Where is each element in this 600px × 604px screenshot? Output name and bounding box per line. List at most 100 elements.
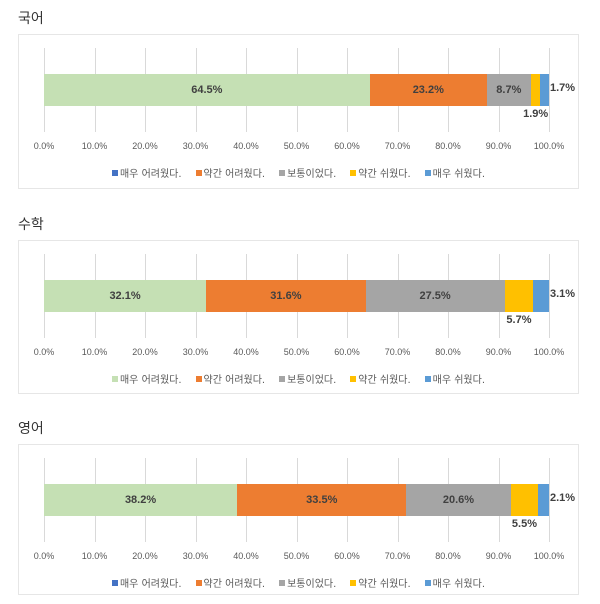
legend-swatch-icon	[279, 579, 286, 586]
legend-label: 보통이었다.	[287, 375, 337, 386]
plot-area: 38.2% 33.5% 20.6% 5.5% 2.1%	[44, 458, 575, 542]
legend-swatch-icon	[279, 169, 286, 176]
gridline	[549, 48, 550, 132]
seg-neutral: 8.7%	[486, 74, 531, 106]
x-axis-tick: 0.0%	[33, 347, 55, 357]
data-label: 23.2%	[412, 84, 444, 96]
legend-label: 약간 어려웠다.	[203, 579, 266, 590]
legend-swatch-icon	[350, 169, 357, 176]
x-axis-tick: 90.0%	[485, 347, 512, 357]
legend-item: 매우 어려웠다.	[111, 165, 182, 180]
legend-swatch-icon	[195, 169, 202, 176]
legend-item: 보통이었다.	[279, 371, 336, 386]
data-label: 3.1%	[550, 288, 576, 300]
legend-swatch-icon	[111, 579, 118, 586]
x-axis-tick: 80.0%	[435, 347, 461, 357]
x-axis-tick: 50.0%	[283, 551, 310, 561]
data-label: 27.5%	[419, 290, 451, 302]
legend-label: 약간 어려웠다.	[203, 375, 266, 386]
data-label: 31.6%	[270, 290, 302, 302]
legend-swatch-icon	[279, 375, 286, 382]
seg-very-easy	[533, 280, 549, 312]
seg-somewhat-easy	[510, 484, 539, 516]
data-label: 1.9%	[523, 108, 549, 120]
data-label: 8.7%	[496, 84, 522, 96]
data-label: 5.5%	[511, 518, 538, 530]
data-label: 33.5%	[306, 494, 338, 506]
legend-swatch-icon	[424, 169, 431, 176]
legend-item: 약간 어려웠다.	[195, 371, 266, 386]
x-axis-tick: 100.0%	[533, 347, 565, 357]
legend-label: 약간 쉬웠다.	[358, 579, 411, 590]
data-label: 64.5%	[191, 84, 223, 96]
data-label: 38.2%	[124, 494, 157, 506]
gridline	[549, 254, 550, 338]
legend-swatch-icon	[350, 375, 357, 382]
legend-item: 매우 어려웠다.	[111, 371, 182, 386]
legend: 매우 어려웠다. 약간 어려웠다. 보통이었다. 약간 쉬웠다. 매우 쉬웠다.	[19, 165, 578, 180]
legend-item: 매우 어려웠다.	[111, 575, 182, 590]
x-axis-tick: 30.0%	[182, 551, 209, 561]
chart-title: 국어	[18, 11, 44, 27]
legend-label: 매우 쉬웠다.	[432, 579, 486, 590]
plot-area: 32.1% 31.6% 27.5% 5.7% 3.1%	[44, 254, 575, 338]
legend-swatch-icon	[111, 375, 118, 382]
legend-swatch-icon	[195, 375, 202, 382]
legend: 매우 어려웠다. 약간 어려웠다. 보통이었다. 약간 쉬웠다. 매우 쉬웠다.	[19, 575, 578, 590]
legend-swatch-icon	[424, 579, 431, 586]
x-axis-tick: 70.0%	[384, 551, 411, 561]
legend-label: 매우 어려웠다.	[119, 375, 182, 386]
legend-swatch-icon	[111, 169, 118, 176]
x-axis-tick: 10.0%	[81, 141, 108, 151]
x-axis-tick: 20.0%	[132, 347, 158, 357]
x-axis-tick: 90.0%	[485, 551, 512, 561]
seg-neutral: 20.6%	[406, 484, 511, 516]
legend-item: 매우 쉬웠다.	[424, 575, 486, 590]
legend-item: 약간 쉬웠다.	[350, 575, 411, 590]
x-axis-tick: 40.0%	[233, 347, 259, 357]
legend-item: 보통이었다.	[279, 575, 336, 590]
chart-area: 64.5% 23.2% 8.7% 1.9% 1.7% 0.0% 10.0% 20.0% 30.0…	[18, 34, 579, 189]
legend-label: 약간 어려웠다.	[203, 169, 266, 180]
x-axis-tick: 60.0%	[334, 347, 360, 357]
data-label: 5.7%	[506, 314, 532, 326]
x-axis-tick: 10.0%	[81, 347, 108, 357]
x-axis-tick: 80.0%	[435, 141, 461, 151]
x-axis-tick: 100.0%	[533, 141, 565, 151]
stacked-bar: 64.5% 23.2% 8.7%	[44, 74, 549, 106]
seg-very-hard: 32.1%	[44, 280, 207, 312]
x-axis-tick: 40.0%	[233, 551, 259, 561]
legend-item: 약간 쉬웠다.	[350, 165, 411, 180]
stacked-bar: 32.1% 31.6% 27.5%	[44, 280, 549, 312]
legend: 매우 어려웠다. 약간 어려웠다. 보통이었다. 약간 쉬웠다. 매우 쉬웠다.	[19, 371, 578, 386]
legend-item: 약간 어려웠다.	[195, 575, 266, 590]
chart-area: 32.1% 31.6% 27.5% 5.7% 3.1% 0.0% 10.0% 20.0% 30.…	[18, 240, 579, 394]
legend-item: 약간 어려웠다.	[195, 165, 266, 180]
legend-item: 보통이었다.	[279, 165, 336, 180]
legend-item: 매우 쉬웠다.	[424, 371, 485, 386]
seg-somewhat-hard: 31.6%	[206, 280, 366, 312]
seg-very-easy	[540, 74, 549, 106]
x-axis-tick: 60.0%	[334, 551, 360, 561]
legend-item: 약간 쉬웠다.	[350, 371, 411, 386]
seg-somewhat-hard: 33.5%	[237, 484, 407, 516]
chart-area: 38.2% 33.5% 20.6% 5.5% 2.1% 0.0% 10.0% 20.0% 30.…	[18, 444, 579, 595]
x-axis-tick: 0.0%	[33, 141, 55, 151]
seg-somewhat-easy	[530, 74, 541, 106]
legend-label: 매우 어려웠다.	[119, 169, 182, 180]
x-axis-tick: 20.0%	[132, 141, 158, 151]
gridline	[549, 458, 550, 542]
legend-swatch-icon	[350, 579, 357, 586]
x-axis-tick: 20.0%	[132, 551, 158, 561]
x-axis-tick: 80.0%	[435, 551, 461, 561]
seg-very-hard: 38.2%	[44, 484, 238, 516]
x-axis-tick: 10.0%	[81, 551, 108, 561]
legend-item: 매우 쉬웠다.	[424, 165, 485, 180]
data-label: 2.1%	[550, 492, 576, 504]
legend-label: 약간 쉬웠다.	[358, 169, 411, 180]
seg-neutral: 27.5%	[365, 280, 505, 312]
x-axis-tick: 100.0%	[533, 551, 565, 561]
seg-very-hard: 64.5%	[44, 74, 370, 106]
x-axis-tick: 0.0%	[33, 551, 55, 561]
legend-label: 약간 쉬웠다.	[358, 375, 411, 386]
